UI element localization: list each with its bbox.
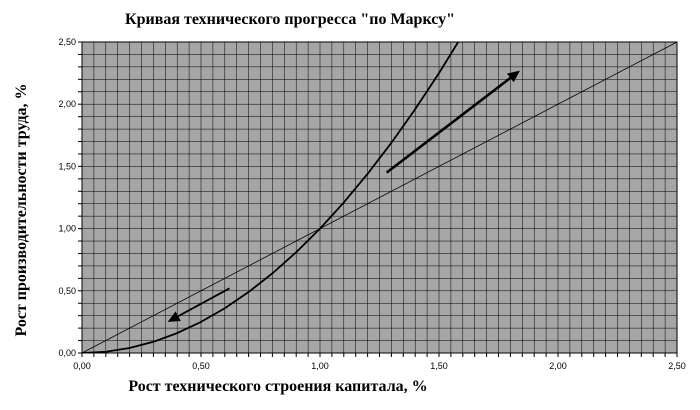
series-line-1: [82, 42, 460, 353]
x-tick-label: 2,50: [668, 361, 686, 371]
arrow-head: [507, 70, 520, 83]
x-axis-label: Рост технического строения капитала, %: [128, 378, 427, 395]
x-tick-label: 0,00: [73, 361, 91, 371]
y-tick-label: 0,00: [58, 348, 76, 358]
arrow-shaft: [385, 76, 512, 174]
arrow-shaft: [177, 287, 230, 317]
x-tick-label: 1,50: [430, 361, 448, 371]
chart-title: Кривая технического прогресса "по Марксу…: [125, 11, 455, 28]
y-tick-label: 1,50: [58, 161, 76, 171]
axis-ticks: [78, 41, 678, 357]
y-tick-label: 1,00: [58, 224, 76, 234]
arrow-1: [385, 70, 520, 174]
gridlines: [81, 41, 678, 354]
x-tick-label: 0,50: [192, 361, 210, 371]
plot-area: [78, 41, 678, 357]
y-tick-label: 2,00: [58, 99, 76, 109]
series-group: [82, 42, 677, 353]
x-tick-label: 1,00: [311, 361, 329, 371]
y-tick-label: 2,50: [58, 37, 76, 47]
y-tick-label: 0,50: [58, 286, 76, 296]
series-line-2: [82, 42, 677, 353]
tick-labels: 0,00 0,50 1,00 1,50 2,00 2,50 0,00 0,50 1,00 1,50…: [58, 37, 685, 371]
x-tick-label: 2,00: [549, 361, 567, 371]
arrow-2: [167, 287, 230, 322]
y-axis-label: Рост производительности труда, %: [13, 83, 30, 336]
arrow-head: [167, 311, 181, 322]
